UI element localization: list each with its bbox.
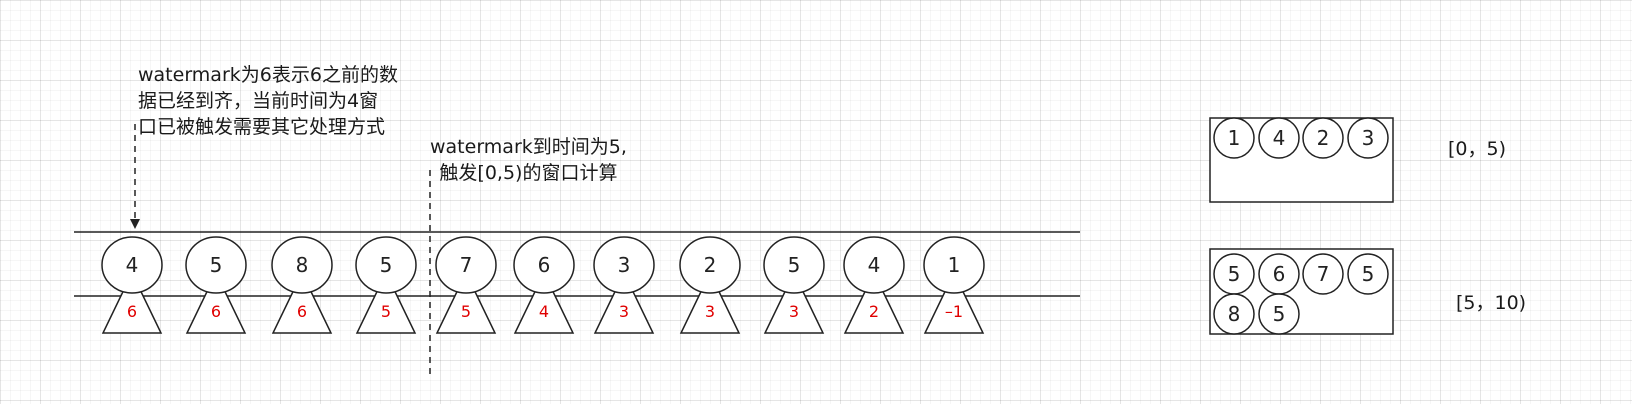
window-label-5-10: [5，10) [1456,292,1527,314]
window-item-value: 1 [1228,126,1241,150]
window-item-value: 3 [1362,126,1375,150]
stream-event: 53 [763,236,825,334]
window-label-0-5: [0，5) [1448,138,1507,160]
watermark-value: –1 [945,302,963,321]
event-circle [185,236,247,294]
window-item-circle [1347,253,1389,295]
event-value: 5 [210,253,223,277]
window-item-circle [1213,117,1255,159]
watermark-value: 6 [211,302,221,321]
watermark-triangle [101,271,163,334]
late-data-note-line-2: 据已经到齐，当前时间为4窗 [138,90,379,112]
event-value: 7 [460,253,473,277]
late-data-note-line-1: watermark为6表示6之前的数 [138,64,398,86]
watermark-value: 2 [869,302,879,321]
stream-event: 1 –1 [923,236,985,334]
event-value: 5 [788,253,801,277]
watermark-triangle [593,271,655,334]
event-circle [271,236,333,294]
stream-event: 23 [679,236,741,334]
window-item-value: 6 [1273,262,1286,286]
event-value: 2 [704,253,717,277]
stream-event: 64 [513,236,575,334]
trigger-note-line-1: watermark到时间为5, [430,136,627,158]
event-value: 1 [948,253,961,277]
event-value: 4 [126,253,139,277]
stream-event: 46 [101,236,163,334]
trigger-note-line-2: 触发[0,5)的窗口计算 [439,162,618,184]
watermark-triangle [185,271,247,334]
watermark-value: 4 [539,302,549,321]
watermark-triangle [843,271,905,334]
window-item: 1 [1213,117,1255,159]
stream-event: 75 [435,236,497,334]
event-circle [593,236,655,294]
event-circle [101,236,163,294]
window-item-circle [1258,293,1300,335]
stream-event: 56 [185,236,247,334]
window-item: 3 [1347,117,1389,159]
window-item-circle [1258,117,1300,159]
watermark-value: 6 [127,302,137,321]
window-item: 5 [1258,293,1300,335]
watermark-value: 5 [381,302,391,321]
watermark-triangle [513,271,575,334]
event-value: 8 [296,253,309,277]
watermark-value: 5 [461,302,471,321]
event-circle [923,236,985,294]
watermark-triangle [271,271,333,334]
event-circle [513,236,575,294]
window-item: 2 [1302,117,1344,159]
stream-event: 33 [593,236,655,334]
window-item: 7 [1302,253,1344,295]
watermark-triangle [763,271,825,334]
stream-event: 42 [843,236,905,334]
window-item-circle [1302,253,1344,295]
event-circle [435,236,497,294]
window-item: 5 [1213,253,1255,295]
window-item: 5 [1347,253,1389,295]
watermark-triangle [923,271,985,334]
event-circle [355,236,417,294]
window-item-value: 5 [1228,262,1241,286]
window-item-circle [1302,117,1344,159]
window-item-value: 5 [1362,262,1375,286]
stream-event: 55 [355,236,417,334]
watermark-value: 3 [789,302,799,321]
event-value: 3 [618,253,631,277]
window-items-layer: 1 4 2 3 5 6 7 5 8 5 [1213,117,1389,335]
window-item-value: 4 [1273,126,1286,150]
watermark-value: 6 [297,302,307,321]
window-item-value: 7 [1317,262,1330,286]
trigger-note: watermark到时间为5, 触发[0,5)的窗口计算 [430,134,627,186]
window-item-circle [1213,293,1255,335]
event-circle [679,236,741,294]
late-data-note: watermark为6表示6之前的数 据已经到齐，当前时间为4窗 口已被触发需要… [138,62,398,140]
window-item-value: 8 [1228,302,1241,326]
watermark-value: 3 [705,302,715,321]
watermark-triangle [435,271,497,334]
watermark-triangle [355,271,417,334]
window-item: 6 [1258,253,1300,295]
window-item-value: 5 [1273,302,1286,326]
event-circle [763,236,825,294]
stream-event: 86 [271,236,333,334]
event-value: 4 [868,253,881,277]
event-value: 5 [380,253,393,277]
window-item: 8 [1213,293,1255,335]
watermark-triangle [679,271,741,334]
watermark-value: 3 [619,302,629,321]
window-item-value: 2 [1317,126,1330,150]
late-data-note-line-3: 口已被触发需要其它处理方式 [138,116,386,138]
event-value: 6 [538,253,551,277]
window-item: 4 [1258,117,1300,159]
event-circle [843,236,905,294]
window-item-circle [1347,117,1389,159]
